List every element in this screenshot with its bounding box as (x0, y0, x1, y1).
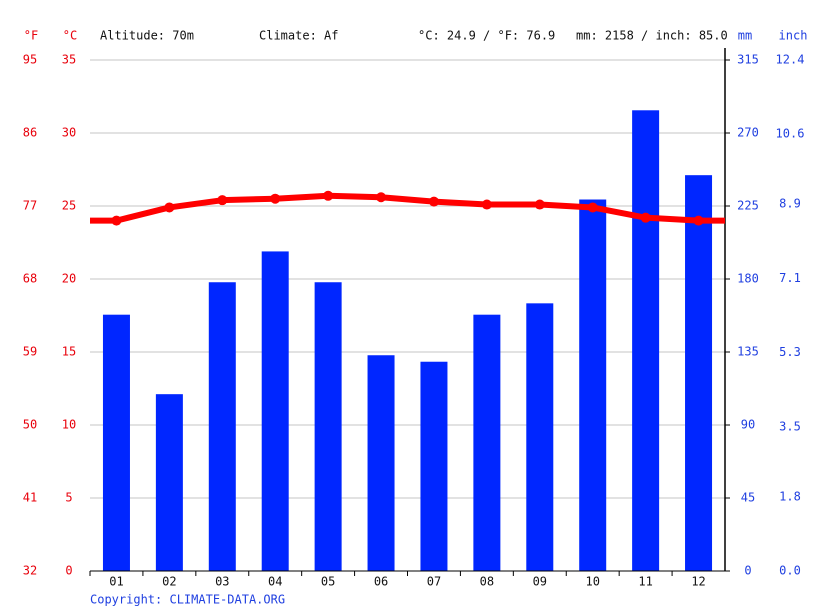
temperature-point (270, 193, 281, 204)
yf-tick-label: 68 (23, 272, 37, 286)
bar (367, 355, 395, 571)
temperature-point (534, 199, 545, 210)
x-tick-label: 05 (321, 575, 335, 589)
temp-summary: °C: 24.9 / °F: 76.9 (418, 29, 555, 43)
x-tick-label: 09 (533, 575, 547, 589)
bar (632, 110, 660, 572)
yinch-tick-label: 12.4 (776, 53, 805, 67)
bar (208, 282, 236, 571)
temperature-point (640, 212, 651, 223)
x-tick-label: 12 (691, 575, 705, 589)
x-tick-label: 01 (109, 575, 123, 589)
mm-unit: mm (738, 29, 752, 43)
x-tick-label: 07 (427, 575, 441, 589)
climate: Climate: Af (259, 29, 338, 43)
temperature-point (111, 215, 122, 226)
y2-tick-label: 180 (737, 272, 759, 286)
f-unit: °F (24, 29, 38, 43)
y-tick-label: 25 (62, 199, 76, 213)
yf-tick-label: 41 (23, 491, 37, 505)
bar (685, 175, 713, 571)
yf-tick-label: 50 (23, 418, 37, 432)
y-tick-label: 5 (65, 491, 72, 505)
x-tick-label: 04 (268, 575, 282, 589)
x-tick-label: 08 (480, 575, 494, 589)
yinch-tick-label: 3.5 (779, 419, 801, 433)
y-tick-label: 35 (62, 53, 76, 67)
x-tick-label: 06 (374, 575, 388, 589)
bar (261, 251, 289, 571)
yf-tick-label: 95 (23, 53, 37, 67)
yinch-tick-label: 1.8 (779, 489, 801, 503)
temperature-point (217, 195, 228, 206)
yinch-tick-label: 10.6 (776, 127, 805, 141)
x-tick-label: 02 (162, 575, 176, 589)
y-tick-label: 15 (62, 345, 76, 359)
bar (579, 199, 607, 571)
yf-tick-label: 59 (23, 345, 37, 359)
bar (420, 361, 448, 571)
temperature-point (587, 202, 598, 213)
temperature-point (693, 215, 704, 226)
bar (473, 314, 501, 571)
inch-unit: inch (779, 29, 808, 43)
bar (102, 314, 130, 571)
y2-tick-label: 270 (737, 126, 759, 140)
y-tick-label: 30 (62, 126, 76, 140)
bar (526, 303, 554, 571)
yf-tick-label: 77 (23, 199, 37, 213)
temperature-point (481, 199, 492, 210)
x-tick-label: 11 (638, 575, 652, 589)
yf-tick-label: 86 (23, 126, 37, 140)
y2-tick-label: 90 (741, 418, 755, 432)
y2-tick-label: 45 (741, 491, 755, 505)
yinch-tick-label: 5.3 (779, 345, 801, 359)
x-tick-label: 03 (215, 575, 229, 589)
bar (314, 282, 342, 571)
yinch-tick-label: 8.9 (779, 197, 801, 211)
temperature-point (323, 190, 334, 201)
y2-tick-label: 225 (737, 199, 759, 213)
copyright: Copyright: CLIMATE-DATA.ORG (90, 593, 285, 607)
y2-tick-label: 315 (737, 53, 759, 67)
y-tick-label: 10 (62, 418, 76, 432)
bar (155, 394, 183, 571)
temperature-point (428, 196, 439, 207)
c-unit: °C (63, 29, 77, 43)
y2-tick-label: 0 (744, 564, 751, 578)
y2-tick-label: 135 (737, 345, 759, 359)
yf-tick-label: 32 (23, 564, 37, 578)
y-tick-label: 20 (62, 272, 76, 286)
temperature-point (164, 202, 175, 213)
x-tick-label: 10 (585, 575, 599, 589)
temperature-point (376, 192, 387, 203)
precip-summary: mm: 2158 / inch: 85.0 (576, 29, 728, 43)
yinch-tick-label: 0.0 (779, 564, 801, 578)
y-tick-label: 0 (65, 564, 72, 578)
altitude: Altitude: 70m (100, 29, 194, 43)
yinch-tick-label: 7.1 (779, 271, 801, 285)
temperature-line (115, 192, 699, 224)
